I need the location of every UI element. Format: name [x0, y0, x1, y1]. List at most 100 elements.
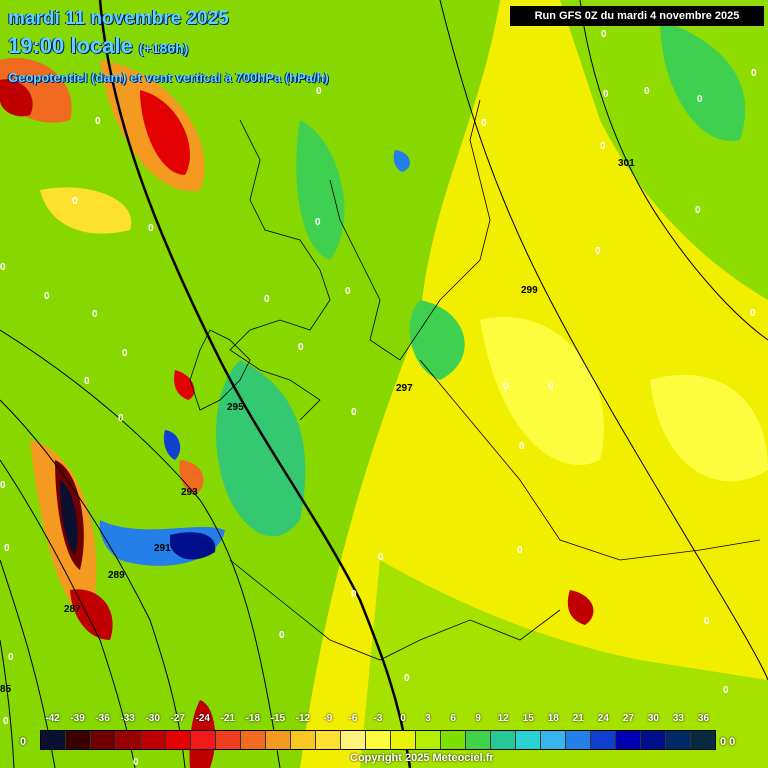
- iso-label-295: 295: [227, 402, 244, 413]
- zero-mark: 0: [517, 545, 523, 556]
- legend-swatch: [341, 731, 366, 749]
- iso-label-287: 287: [64, 604, 81, 615]
- legend-swatch: [466, 731, 491, 749]
- legend-value: -24: [195, 713, 210, 724]
- iso-label-293: 293: [181, 487, 198, 498]
- zero-mark: 0: [4, 543, 10, 554]
- legend-value: -18: [245, 713, 261, 724]
- legend-swatch: [191, 731, 216, 749]
- zero-mark: 0: [345, 286, 351, 297]
- legend-swatch: [241, 731, 266, 749]
- legend-value: 0: [400, 713, 406, 724]
- legend-swatch: [316, 731, 341, 749]
- legend-value: 21: [572, 713, 584, 724]
- legend-value: -12: [295, 713, 311, 724]
- zero-mark: 0: [298, 342, 304, 353]
- zero-mark: 0: [0, 480, 6, 491]
- zero-mark: 0: [404, 673, 410, 684]
- legend-value: 15: [522, 713, 534, 724]
- legend-value: -21: [220, 713, 235, 724]
- lead-time: (+186h): [138, 40, 189, 56]
- zero-mark: 0: [84, 376, 90, 387]
- zero-mark: 0: [503, 381, 509, 392]
- legend-value: -33: [120, 713, 135, 724]
- zero-mark: 0: [72, 196, 78, 207]
- legend-value: -39: [70, 713, 85, 724]
- legend-swatch: [591, 731, 616, 749]
- zero-mark: 0: [264, 294, 270, 305]
- legend-swatch: [616, 731, 641, 749]
- zero-mark: 0: [316, 86, 322, 97]
- legend-value: -27: [170, 713, 185, 724]
- legend-swatch: [216, 731, 241, 749]
- zero-mark: 0: [279, 630, 285, 641]
- legend-value: 18: [547, 713, 559, 724]
- zero-mark: 0: [601, 29, 607, 40]
- zero-mark: 0: [697, 94, 703, 105]
- zero-mark: 0: [95, 116, 101, 127]
- zero-mark: 0: [600, 141, 606, 152]
- forecast-date: mardi 11 novembre 2025: [8, 8, 229, 29]
- zero-mark: 0: [8, 652, 14, 663]
- legend-swatch: [491, 731, 516, 749]
- legend-value: 24: [597, 713, 609, 724]
- legend-swatch: [566, 731, 591, 749]
- zero-mark: 0: [519, 441, 525, 452]
- legend-value: 27: [622, 713, 634, 724]
- legend-swatch: [541, 731, 566, 749]
- legend-swatch: [691, 731, 715, 749]
- zero-mark: 0: [750, 308, 756, 319]
- zero-mark: 0: [751, 68, 757, 79]
- zero-mark: 0: [3, 716, 9, 727]
- zero-mark: 0: [481, 118, 487, 129]
- iso-label-291: 291: [154, 543, 171, 554]
- legend-labels: -42 -39 -36 -33 -30 -27 -24 -21 -18 -15 -12 -9 -6 -3 0…: [40, 713, 716, 727]
- legend-value: 33: [672, 713, 684, 724]
- zero-contour-labels: 0 0 0 0 0 0 0 0 0 0 0 0 0 0 0 0 0 0 0 0 …: [0, 29, 757, 768]
- legend-value: -30: [145, 713, 160, 724]
- iso-label-289: 289: [108, 570, 125, 581]
- legend-swatch: [166, 731, 191, 749]
- zero-mark: 0: [122, 348, 128, 359]
- legend-left-zero: 0: [20, 736, 27, 748]
- legend-value: 36: [697, 713, 710, 724]
- legend-swatch: [266, 731, 291, 749]
- legend-swatch: [141, 731, 166, 749]
- legend-swatch: [91, 731, 116, 749]
- field-description: Geopotentiel (dam) et vent vertical à 70…: [8, 70, 329, 85]
- zero-mark: 0: [351, 589, 357, 600]
- legend-swatch: [416, 731, 441, 749]
- iso-label-297: 297: [396, 383, 413, 394]
- zero-mark: 0: [133, 757, 139, 768]
- legend-value: 9: [475, 713, 481, 724]
- legend-swatch: [666, 731, 691, 749]
- legend-value: -36: [95, 713, 110, 724]
- legend-swatch: [291, 731, 316, 749]
- isohypse-labels: 301 299 297 295 293 291 289 287 85: [0, 158, 635, 695]
- legend-swatch: [366, 731, 391, 749]
- legend-value: -15: [270, 713, 286, 724]
- legend-value: -42: [45, 713, 60, 724]
- zero-mark: 0: [378, 552, 384, 563]
- legend-value: -9: [323, 713, 333, 724]
- zero-mark: 0: [148, 223, 154, 234]
- color-legend: [40, 730, 716, 750]
- copyright: Copyright 2025 Meteociel.fr: [350, 752, 494, 764]
- zero-mark: 0: [695, 205, 701, 216]
- legend-value: -3: [373, 713, 383, 724]
- legend-right-zero: 0 0: [720, 736, 736, 748]
- iso-label-85: 85: [0, 684, 12, 695]
- zero-mark: 0: [0, 262, 6, 273]
- iso-label-299: 299: [521, 285, 538, 296]
- legend-value: 6: [450, 713, 456, 724]
- legend-value: 30: [647, 713, 659, 724]
- zero-mark: 0: [351, 407, 357, 418]
- zero-mark: 0: [92, 309, 98, 320]
- forecast-time: 19:00 locale (+186h): [8, 33, 188, 59]
- zero-mark: 0: [595, 246, 601, 257]
- legend-swatch: [41, 731, 66, 749]
- legend-swatch: [66, 731, 91, 749]
